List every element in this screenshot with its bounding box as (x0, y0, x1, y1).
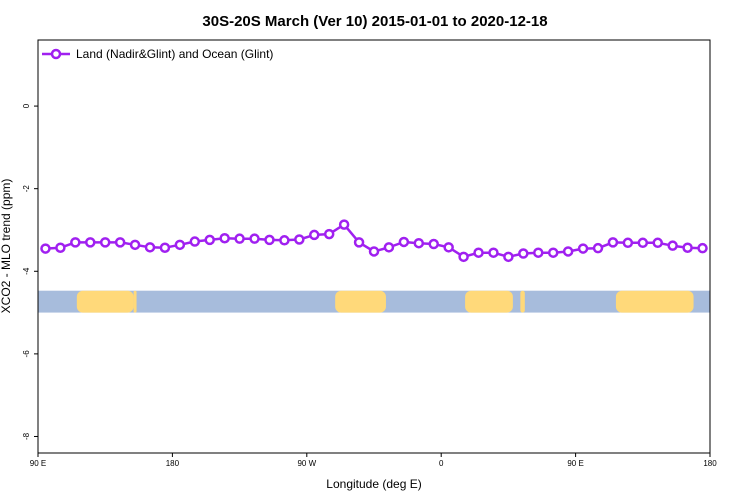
x-tick-label: 0 (439, 459, 444, 468)
data-point (309, 229, 320, 241)
data-point (55, 242, 66, 253)
land-segment (133, 290, 137, 313)
data-point (607, 237, 619, 248)
x-tick-label: 90 E (30, 459, 46, 468)
data-point (144, 242, 156, 253)
y-axis-label: XCO2 - MLO trend (ppm) (0, 179, 13, 314)
land-segment (615, 290, 694, 313)
land-segment (76, 290, 134, 313)
data-point (637, 237, 649, 249)
data-point (219, 232, 230, 244)
data-point (114, 237, 126, 248)
data-point (85, 237, 96, 248)
data-point (279, 235, 290, 246)
surface-band (38, 290, 710, 313)
data-point (368, 246, 380, 257)
x-tick-label: 90 E (567, 459, 583, 468)
data-point (458, 251, 469, 263)
data-point (503, 251, 514, 263)
data-point (70, 237, 81, 248)
data-point (234, 233, 245, 244)
data-point (204, 234, 215, 246)
data-point (652, 237, 663, 249)
data-point (667, 240, 678, 251)
data-point (398, 236, 410, 248)
x-tick-label: 180 (166, 459, 180, 468)
x-axis-label: Longitude (deg E) (326, 477, 421, 491)
data-point (249, 233, 260, 244)
x-tick-label: 180 (703, 459, 717, 468)
data-point (533, 247, 544, 258)
y-tick-label: -8 (22, 432, 31, 440)
data-point (159, 242, 171, 253)
data-point (174, 239, 186, 251)
data-point (443, 242, 454, 253)
data-point (547, 247, 559, 258)
y-tick-label: -2 (22, 185, 31, 193)
data-point (383, 242, 395, 253)
data-point (264, 234, 275, 246)
chart-title: 30S-20S March (Ver 10) 2015-01-01 to 202… (202, 13, 547, 30)
plot-frame (37, 39, 711, 454)
legend-label: Land (Nadir&Glint) and Ocean (Glint) (76, 47, 273, 61)
legend-marker (50, 48, 62, 60)
data-point (622, 237, 634, 249)
data-point (189, 236, 201, 247)
data-point (294, 234, 305, 245)
series-layer (40, 219, 708, 263)
data-point (473, 247, 484, 258)
data-point (488, 247, 499, 258)
legend: Land (Nadir&Glint) and Ocean (Glint) (42, 47, 273, 61)
data-point (353, 237, 365, 248)
data-point (413, 237, 425, 249)
data-point (338, 219, 350, 230)
data-point (697, 242, 708, 254)
y-tick-label: -6 (22, 350, 31, 358)
x-axis: 90 E 180 90 W 0 90 E 180 (30, 453, 717, 468)
data-point (577, 243, 589, 254)
data-point (428, 238, 439, 250)
data-point (99, 237, 111, 248)
land-segment (520, 290, 525, 313)
x-tick-label: 90 W (297, 459, 316, 468)
data-point (40, 243, 51, 254)
data-point (682, 242, 693, 253)
data-point (592, 242, 604, 254)
data-point (129, 239, 141, 251)
data-point (323, 228, 335, 240)
data-point (562, 246, 574, 257)
y-tick-label: -4 (22, 267, 31, 275)
data-point (518, 248, 529, 259)
land-segment (465, 290, 513, 313)
y-axis: 0 -2 -4 -6 -8 (22, 103, 38, 440)
land-segment (335, 290, 386, 313)
y-tick-label: 0 (22, 103, 31, 108)
